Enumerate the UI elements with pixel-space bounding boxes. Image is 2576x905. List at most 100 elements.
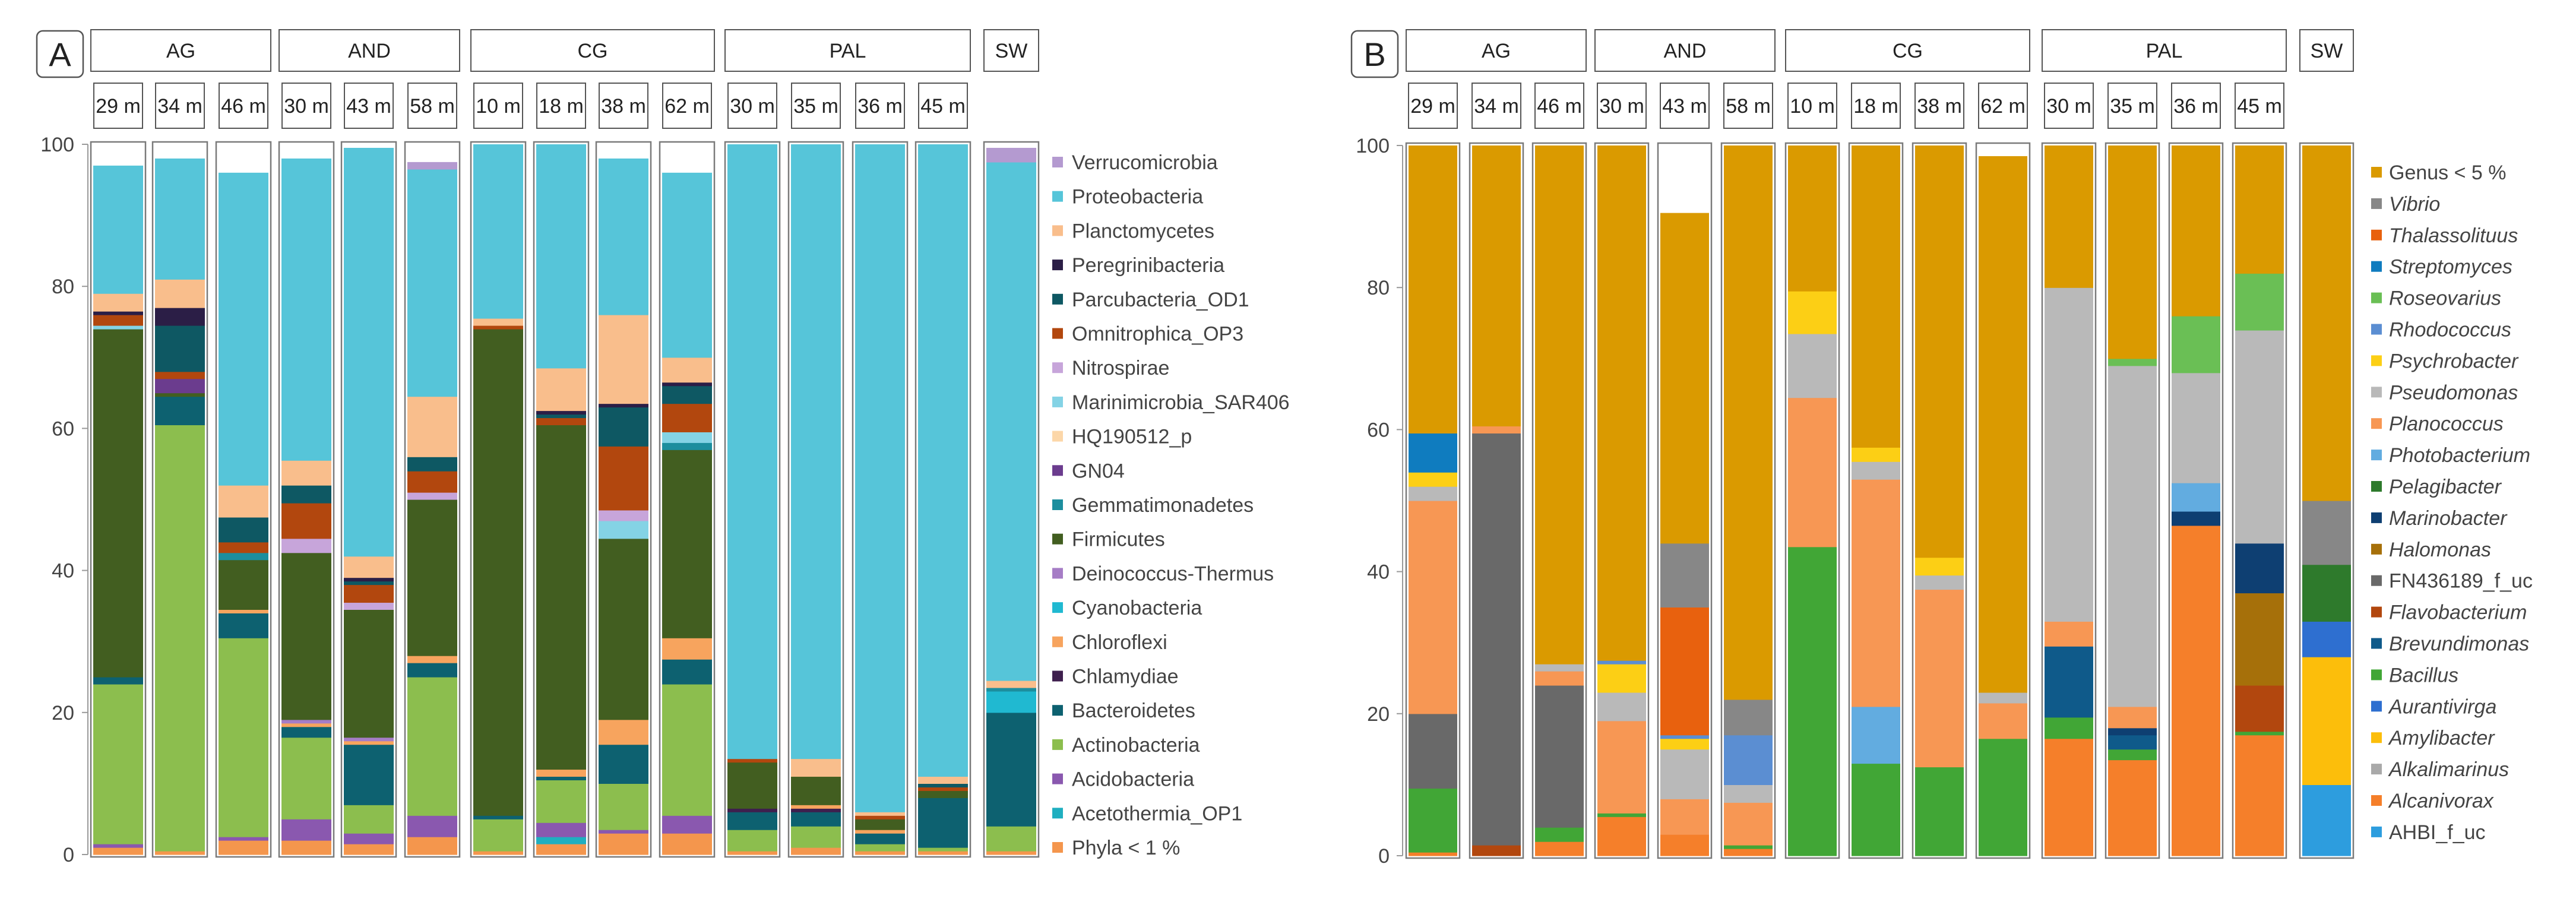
bar-segment bbox=[344, 147, 394, 557]
bar-segment bbox=[2235, 543, 2284, 594]
bar-segment bbox=[344, 741, 394, 745]
bar-segment bbox=[93, 677, 143, 685]
bar-segment bbox=[599, 719, 648, 745]
sample-label: 30 m bbox=[1599, 95, 1644, 118]
bar-segment bbox=[662, 385, 712, 404]
bar-segment bbox=[155, 279, 205, 308]
bar-segment bbox=[918, 798, 968, 848]
bar-segment bbox=[536, 776, 586, 781]
bar-segment bbox=[1788, 397, 1837, 548]
legend-swatch bbox=[2371, 387, 2382, 398]
legend-label: Streptomyces bbox=[2389, 256, 2512, 279]
legend-swatch bbox=[2371, 701, 2382, 712]
sample-label: 35 m bbox=[2110, 95, 2155, 118]
bar-segment bbox=[281, 502, 331, 539]
legend-swatch bbox=[2371, 324, 2382, 335]
legend-swatch bbox=[1052, 157, 1063, 167]
bar-segment bbox=[918, 776, 968, 784]
sample-label-box bbox=[1723, 83, 1773, 129]
bar-segment bbox=[1409, 433, 1457, 473]
bar-segment bbox=[599, 830, 648, 834]
bar-segment bbox=[1979, 738, 2027, 856]
bar-segment bbox=[344, 602, 394, 610]
legend-label: Alkalimarinus bbox=[2388, 758, 2509, 781]
panel-letter-box bbox=[1350, 30, 1399, 78]
legend-swatch bbox=[1052, 808, 1063, 819]
legend-swatch bbox=[2371, 198, 2382, 209]
bar-segment bbox=[1788, 546, 1837, 856]
bar-segment bbox=[344, 577, 394, 582]
bar-segment bbox=[219, 485, 268, 518]
bar-segment bbox=[281, 552, 331, 720]
bar-segment bbox=[219, 609, 268, 613]
bar-segment bbox=[2108, 749, 2157, 761]
legend-swatch bbox=[1052, 225, 1063, 236]
bar-segment bbox=[93, 328, 143, 678]
bar-segment bbox=[2045, 717, 2093, 739]
bar-segment bbox=[536, 144, 586, 369]
legend-label: HQ190512_p bbox=[1072, 426, 1192, 448]
bar-segment bbox=[662, 659, 712, 685]
sample-label: 46 m bbox=[221, 95, 266, 118]
sample-label: 62 m bbox=[1980, 95, 2026, 118]
legend-label: FN436189_f_uc bbox=[2389, 570, 2533, 593]
legend-label: Bacteroidetes bbox=[1072, 700, 1195, 722]
sample-label-box bbox=[93, 83, 143, 129]
bar-segment bbox=[986, 851, 1036, 855]
bar-segment bbox=[407, 457, 457, 472]
bar-segment bbox=[1597, 692, 1646, 722]
bar-segment bbox=[93, 315, 143, 326]
bar-segment bbox=[344, 581, 394, 586]
bar-segment bbox=[727, 758, 777, 763]
group-header-box bbox=[90, 29, 271, 72]
sample-label: 36 m bbox=[857, 95, 903, 118]
panel-letter-box bbox=[36, 30, 84, 78]
legend-swatch bbox=[2371, 355, 2382, 366]
bar-segment bbox=[219, 613, 268, 638]
legend-label: Phyla < 1 % bbox=[1072, 837, 1180, 859]
legend-swatch bbox=[1052, 568, 1063, 579]
legend-label: Nitrospirae bbox=[1072, 357, 1169, 379]
panel-a: A 0 20 40 60 80 100 29 m 34 m 46 m AG 30 m 43 m 58 m A… bbox=[36, 29, 1290, 866]
sample-label-box bbox=[599, 83, 648, 129]
legend-label: Vibrio bbox=[2389, 193, 2440, 216]
legend-swatch bbox=[1052, 293, 1063, 305]
bar-segment bbox=[1597, 145, 1646, 661]
panel-letter: A bbox=[49, 36, 71, 73]
bar-segment bbox=[1597, 813, 1646, 817]
y-tick-label: 40 bbox=[1367, 561, 1390, 584]
bar-segment bbox=[1724, 699, 1773, 736]
bar-segment bbox=[599, 446, 648, 511]
legend-swatch bbox=[2371, 606, 2382, 618]
bar-segment bbox=[2172, 511, 2220, 526]
sample-label-box bbox=[2044, 83, 2094, 129]
bar-segment bbox=[344, 833, 394, 844]
legend-label: Alcanivorax bbox=[2388, 790, 2494, 812]
legend-label: Peregrinibacteria bbox=[1072, 254, 1224, 277]
bar-segment bbox=[1724, 849, 1773, 856]
legend-label: Parcubacteria_OD1 bbox=[1072, 289, 1249, 311]
bar-segment bbox=[1409, 852, 1457, 856]
legend-swatch bbox=[2371, 764, 2382, 775]
bar-segment bbox=[155, 393, 205, 397]
bar-segment bbox=[2302, 621, 2351, 657]
bar-segment bbox=[2235, 145, 2284, 274]
bar-segment bbox=[599, 538, 648, 720]
bar-segment bbox=[281, 719, 331, 724]
sample-label: 35 m bbox=[793, 95, 838, 118]
bar-segment bbox=[855, 812, 905, 816]
bar-segment bbox=[407, 677, 457, 816]
bar-segment bbox=[662, 450, 712, 638]
bar-segment bbox=[536, 417, 586, 426]
bar-segment bbox=[1409, 788, 1457, 853]
bar-segment bbox=[662, 172, 712, 358]
bar-segment bbox=[93, 844, 143, 848]
bar-segment bbox=[344, 844, 394, 855]
bar-segment bbox=[662, 432, 712, 443]
sample-label: 62 m bbox=[664, 95, 710, 118]
y-tick-label: 60 bbox=[1367, 419, 1390, 441]
y-tick-label: 20 bbox=[52, 702, 74, 724]
bar-segment bbox=[407, 499, 457, 656]
legend-swatch bbox=[1052, 260, 1063, 271]
bar-segment bbox=[662, 442, 712, 450]
